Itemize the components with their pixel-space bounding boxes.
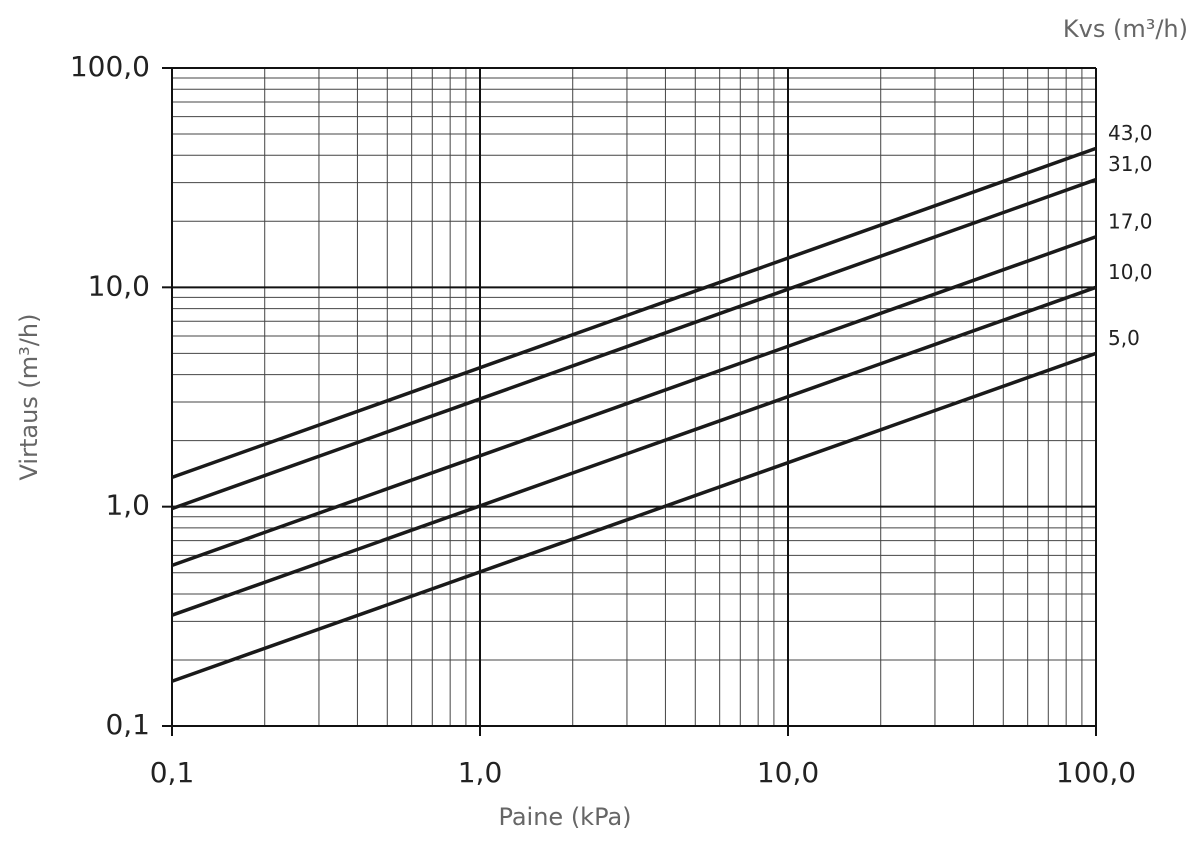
y-tick-label: 1,0	[105, 489, 150, 522]
x-tick-label: 100,0	[1056, 756, 1136, 789]
y-axis-title: Virtaus (m³/h)	[15, 314, 43, 481]
series-label: 31,0	[1108, 152, 1153, 176]
y-tick-label: 10,0	[88, 269, 150, 302]
series-label: 5,0	[1108, 326, 1140, 350]
x-tick-label: 0,1	[150, 756, 195, 789]
series-line	[171, 235, 1097, 568]
series-label: 17,0	[1108, 209, 1153, 233]
legend-title: Kvs (m³/h)	[1063, 15, 1188, 43]
series-line	[171, 351, 1097, 683]
x-tick-label: 10,0	[757, 756, 819, 789]
x-tick-label: 1,0	[458, 756, 503, 789]
series-label: 43,0	[1108, 121, 1153, 145]
y-tick-label: 0,1	[105, 708, 150, 741]
series-line	[171, 285, 1097, 617]
series-line	[171, 177, 1097, 511]
series-line	[171, 146, 1097, 480]
x-axis-title: Paine (kPa)	[498, 803, 631, 831]
series-label: 10,0	[1108, 260, 1153, 284]
y-tick-label: 100,0	[70, 50, 150, 83]
